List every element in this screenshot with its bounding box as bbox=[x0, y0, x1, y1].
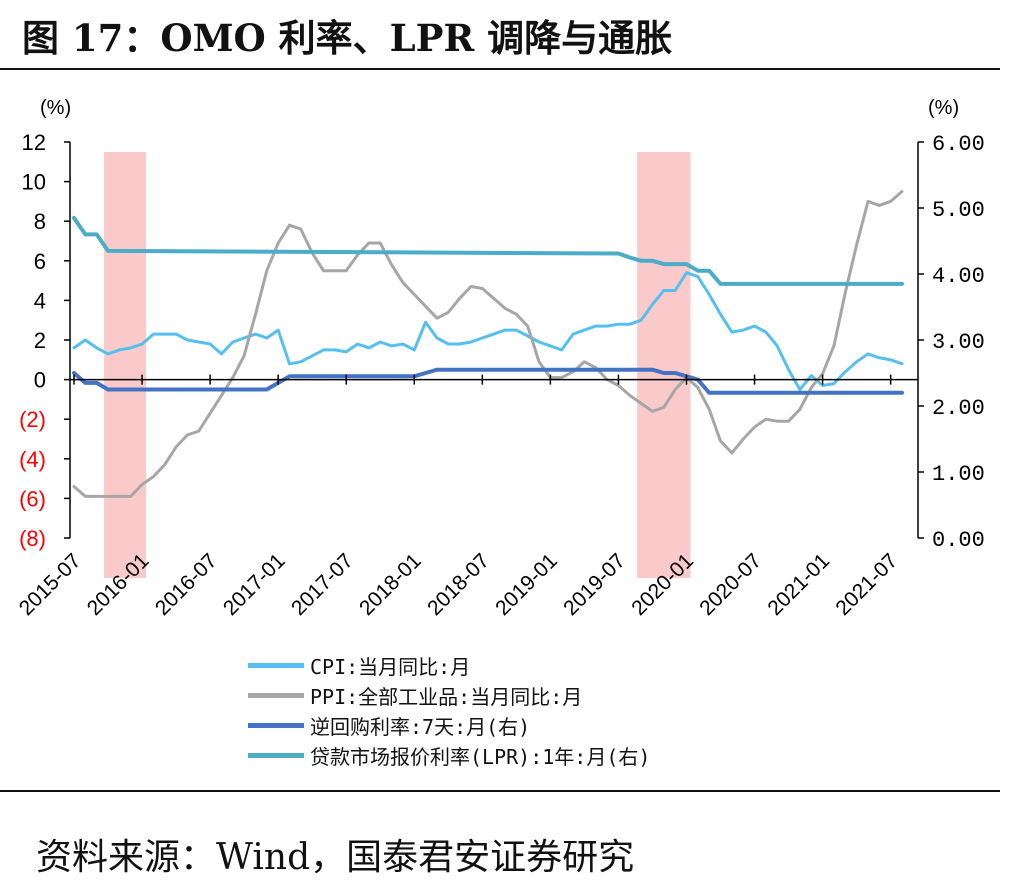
legend: CPI:当月同比:月 PPI:全部工业品:当月同比:月 逆回购利率:7天:月(右) 贷… bbox=[248, 650, 650, 770]
shaded-period bbox=[104, 152, 147, 578]
source-note: 资料来源：Wind，国泰君安证券研究 bbox=[36, 837, 635, 878]
figure-title: 图 17：OMO 利率、LPR 调降与通胀 bbox=[22, 16, 673, 60]
series-line bbox=[72, 271, 904, 391]
right-tick-label: 3.00 bbox=[932, 330, 985, 355]
legend-swatch bbox=[248, 662, 304, 668]
left-tick-label: 12 bbox=[22, 130, 46, 155]
x-tick-label: 2020-07 bbox=[695, 549, 766, 620]
tick-labels: 12 10 8 6 4 2 0 (2) (4) (6) (8) 6.00 5.00 4.00 3.00 2.0… bbox=[15, 97, 985, 620]
left-tick-label: (8) bbox=[19, 526, 46, 551]
legend-swatch bbox=[248, 692, 304, 698]
legend-item: 贷款市场报价利率(LPR):1年:月(右) bbox=[248, 740, 650, 770]
legend-item: 逆回购利率:7天:月(右) bbox=[248, 710, 650, 740]
x-tick-label: 2018-07 bbox=[423, 549, 494, 620]
x-tick-label: 2017-07 bbox=[287, 549, 358, 620]
series-lines bbox=[72, 190, 904, 498]
x-tick-label: 2016-07 bbox=[151, 549, 222, 620]
legend-swatch bbox=[248, 722, 304, 728]
left-tick-label: 4 bbox=[34, 288, 46, 313]
series-line bbox=[72, 367, 904, 395]
right-tick-label: 2.00 bbox=[932, 396, 985, 421]
right-tick-label: 6.00 bbox=[932, 132, 985, 157]
legend-label: PPI:全部工业品:当月同比:月 bbox=[310, 684, 583, 709]
legend-swatch bbox=[248, 752, 304, 758]
left-tick-label: 2 bbox=[34, 328, 46, 353]
legend-label: CPI:当月同比:月 bbox=[310, 654, 471, 679]
left-tick-label: (2) bbox=[19, 407, 46, 432]
legend-item: PPI:全部工业品:当月同比:月 bbox=[248, 680, 650, 710]
title-rule bbox=[0, 68, 1000, 70]
left-tick-label: 10 bbox=[22, 170, 46, 195]
legend-label: 逆回购利率:7天:月(右) bbox=[310, 714, 531, 739]
source-rule bbox=[0, 790, 1000, 792]
left-tick-label: 8 bbox=[34, 209, 46, 234]
left-tick-label: (6) bbox=[19, 486, 46, 511]
legend-label: 贷款市场报价利率(LPR):1年:月(右) bbox=[310, 744, 651, 769]
x-tick-label: 2019-01 bbox=[491, 549, 562, 620]
right-axis-unit: (%) bbox=[928, 97, 959, 119]
shaded-period bbox=[637, 152, 691, 578]
series-line bbox=[72, 190, 904, 498]
x-tick-label: 2018-01 bbox=[355, 549, 426, 620]
left-tick-label: 0 bbox=[34, 368, 46, 393]
x-tick-label: 2015-07 bbox=[15, 549, 86, 620]
left-tick-label: 6 bbox=[34, 249, 46, 274]
legend-item: CPI:当月同比:月 bbox=[248, 650, 650, 680]
right-tick-label: 0.00 bbox=[932, 528, 985, 553]
right-tick-label: 4.00 bbox=[932, 264, 985, 289]
right-tick-label: 1.00 bbox=[932, 462, 985, 487]
x-tick-label: 2021-01 bbox=[763, 549, 834, 620]
x-tick-label: 2017-01 bbox=[219, 549, 290, 620]
right-tick-label: 5.00 bbox=[932, 198, 985, 223]
x-tick-label: 2019-07 bbox=[559, 549, 630, 620]
x-tick-label: 2021-07 bbox=[831, 549, 902, 620]
axes bbox=[64, 141, 924, 539]
shaded-periods bbox=[104, 152, 691, 578]
chart: 12 10 8 6 4 2 0 (2) (4) (6) (8) 6.00 5.00 4.00 3.00 2.0… bbox=[15, 97, 985, 620]
left-tick-label: (4) bbox=[19, 447, 46, 472]
series-line bbox=[72, 215, 904, 286]
left-axis-unit: (%) bbox=[40, 97, 71, 119]
